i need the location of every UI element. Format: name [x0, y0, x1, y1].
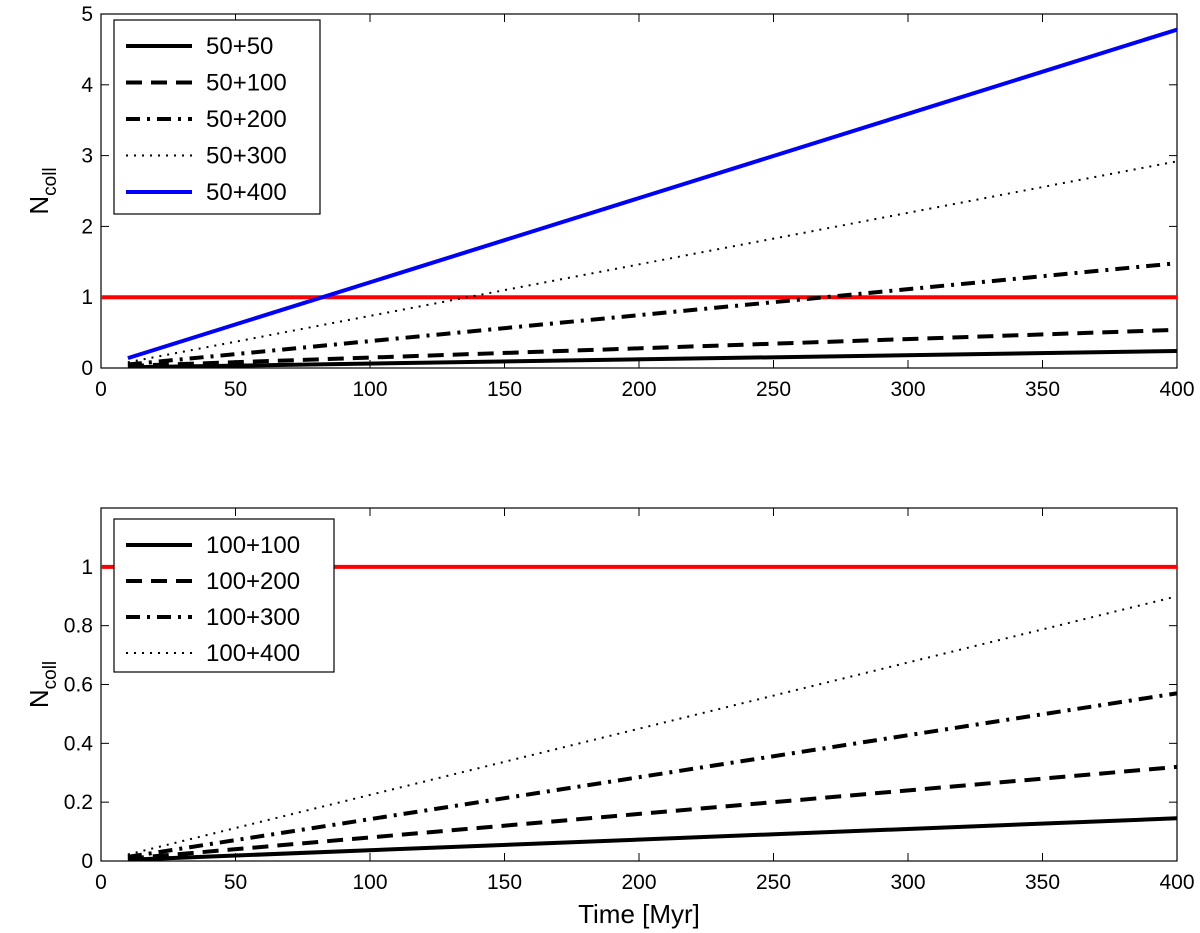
legend-label: 50+200 [206, 106, 287, 133]
series-line-100-plus-300 [127, 691, 1177, 859]
x-tick-label: 400 [1159, 378, 1194, 401]
series-line-50-plus-400 [127, 27, 1177, 361]
y-tick-label: 1 [81, 286, 93, 309]
y-tick-label: 0.6 [64, 674, 93, 697]
x-tick-label: 300 [890, 378, 925, 401]
y-tick-label: 5 [81, 3, 93, 26]
x-tick-label: 200 [621, 378, 656, 401]
legend-label: 100+400 [206, 640, 300, 667]
x-tick-label: 250 [756, 378, 791, 401]
x-tick-label: 300 [890, 871, 925, 894]
x-tick-label: 250 [756, 871, 791, 894]
x-tick-label: 350 [1025, 871, 1060, 894]
y-tick-label: 0 [81, 357, 93, 380]
x-tick-label: 100 [352, 378, 387, 401]
x-tick-label: 200 [621, 871, 656, 894]
top-panel: 0 50 100 150 200 250 300 350 400 0 1 2 3 4 5 Ncoll 50+50… [24, 3, 1195, 401]
legend-label: 50+300 [206, 143, 287, 170]
x-tick-label: 100 [352, 871, 387, 894]
x-tick-label: 150 [487, 871, 522, 894]
bottom-panel: 0 50 100 150 200 250 300 350 400 0 0.2 0.4 0.6 0.8 1 Nc… [24, 507, 1195, 929]
y-tick-label: 0.2 [64, 791, 93, 814]
series-line-100-plus-100 [127, 816, 1177, 861]
x-tick-label: 350 [1025, 378, 1060, 401]
y-tick-label: 3 [81, 145, 93, 168]
y-tick-label: 2 [81, 215, 93, 238]
legend-label: 100+300 [206, 604, 300, 631]
legend-label: 50+400 [206, 179, 287, 206]
y-tick-label: 1 [81, 556, 93, 579]
x-tick-label: 50 [224, 871, 247, 894]
series-line-100-plus-200 [127, 764, 1177, 861]
x-tick-label: 400 [1159, 871, 1194, 894]
series-line-50-plus-200 [127, 261, 1177, 367]
legend-label: 50+50 [206, 33, 273, 60]
y-axis-label: Ncoll [24, 661, 61, 708]
x-tick-label: 50 [224, 378, 247, 401]
y-tick-label: 0.8 [64, 615, 93, 638]
y-tick-label: 0.4 [64, 732, 94, 755]
x-tick-label: 150 [487, 378, 522, 401]
legend-label: 100+100 [206, 532, 300, 559]
y-tick-label: 4 [81, 74, 93, 97]
y-tick-label: 0 [81, 850, 93, 873]
series-line-50-plus-50 [127, 349, 1177, 368]
legend-label: 50+100 [206, 70, 287, 97]
x-tick-label: 0 [95, 871, 107, 894]
y-axis-label: Ncoll [24, 167, 61, 214]
legend-label: 100+200 [206, 568, 300, 595]
x-tick-label: 0 [95, 378, 107, 401]
x-axis-label: Time [Myr] [578, 899, 700, 929]
